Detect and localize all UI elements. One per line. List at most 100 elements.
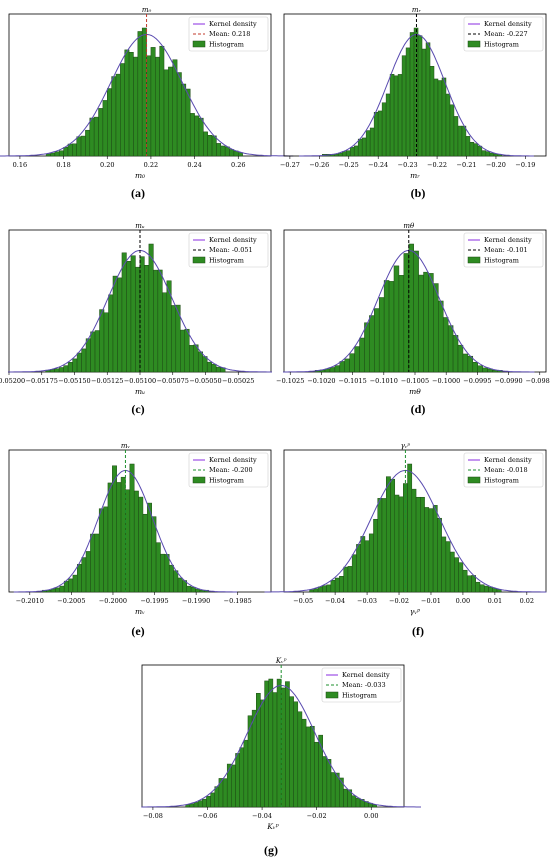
histogram-bar bbox=[102, 100, 108, 157]
histogram-bar bbox=[462, 353, 469, 373]
x-tick-label: 0.02 bbox=[520, 597, 534, 605]
histogram-bar bbox=[472, 361, 478, 373]
x-tick-label: −0.08 bbox=[143, 812, 163, 820]
histogram-bar bbox=[173, 570, 179, 593]
histogram-bar bbox=[477, 145, 483, 157]
legend-mean-label: Mean: -0.051 bbox=[209, 246, 253, 254]
histogram-bar bbox=[189, 345, 194, 373]
histogram-bar bbox=[469, 141, 475, 157]
panel-caption: (b) bbox=[410, 186, 426, 200]
histogram-bar bbox=[108, 294, 114, 373]
x-axis-label: mᵣ bbox=[410, 171, 420, 180]
histogram-bar bbox=[181, 83, 187, 157]
histogram-bar bbox=[94, 330, 100, 373]
legend-kde-label: Kernel density bbox=[209, 236, 257, 244]
histogram-bar bbox=[159, 45, 165, 157]
histogram-bar bbox=[349, 147, 355, 157]
legend-hist-swatch bbox=[467, 40, 481, 48]
histogram-bar bbox=[55, 587, 61, 593]
histogram-bar bbox=[120, 63, 125, 157]
histogram-bar bbox=[133, 56, 139, 157]
histogram-bar bbox=[438, 300, 444, 373]
panel-caption: (e) bbox=[131, 624, 145, 638]
histogram-bar bbox=[202, 798, 207, 808]
histogram-bar bbox=[473, 143, 479, 157]
x-tick-label: −0.2005 bbox=[57, 597, 85, 605]
chart-panel-e: mᵥ −0.2010 −0.2005 −0.2000 −0.1995 −0.1990 −0.… bbox=[5, 440, 275, 638]
histogram-bar bbox=[449, 551, 455, 593]
histogram-bar bbox=[202, 356, 208, 373]
histogram-bar bbox=[369, 127, 375, 157]
histogram-bar bbox=[313, 588, 319, 593]
histogram-bar bbox=[329, 367, 336, 373]
histogram-bar bbox=[356, 544, 361, 593]
histogram-bar bbox=[155, 542, 161, 593]
x-tick-label: −0.1985 bbox=[224, 597, 252, 605]
histogram-bar bbox=[403, 253, 410, 373]
x-tick-label: −0.2000 bbox=[99, 597, 127, 605]
histogram-bar bbox=[243, 739, 249, 808]
histogram-bar bbox=[128, 52, 134, 157]
x-tick-label: −0.05025 bbox=[222, 377, 254, 385]
legend-hist-label: Histogram bbox=[484, 257, 519, 265]
histogram-bar bbox=[373, 518, 378, 593]
histogram-bar bbox=[372, 804, 377, 808]
panel-caption: (g) bbox=[264, 843, 278, 857]
histogram-bar bbox=[417, 35, 423, 157]
histogram-bar bbox=[481, 150, 487, 157]
histogram-bar bbox=[374, 308, 380, 373]
x-tick-label: −0.22 bbox=[427, 161, 447, 169]
x-tick-label: −0.02 bbox=[307, 812, 327, 820]
histogram-bar bbox=[462, 569, 468, 593]
histogram-bar bbox=[251, 709, 257, 808]
histogram-bar bbox=[482, 367, 488, 373]
histogram-bar bbox=[215, 366, 221, 373]
histogram-bar bbox=[326, 759, 332, 808]
x-tick-label: −0.05050 bbox=[189, 377, 221, 385]
histogram-bar bbox=[138, 496, 144, 593]
histogram-bar bbox=[475, 581, 481, 593]
x-tick-label: −0.05075 bbox=[157, 377, 189, 385]
histogram-bar bbox=[81, 348, 87, 373]
histogram-bar bbox=[67, 143, 73, 157]
histogram-bar bbox=[383, 280, 390, 373]
histogram-bar bbox=[184, 328, 190, 373]
histogram-bar bbox=[437, 517, 442, 593]
x-tick-label: −0.04 bbox=[252, 812, 272, 820]
histogram-bar bbox=[129, 463, 135, 593]
histogram-bar bbox=[94, 533, 100, 593]
histogram-bar bbox=[115, 73, 121, 157]
histogram-bar bbox=[90, 331, 96, 373]
histogram-bar bbox=[378, 297, 385, 373]
histogram-chart: mᵣ −0.27 −0.26 −0.25 −0.24 −0.23 −0.22 −0.21 −0.… bbox=[280, 6, 547, 180]
legend-hist-label: Histogram bbox=[484, 41, 519, 49]
histogram-bar bbox=[343, 788, 348, 808]
x-tick-label: −0.23 bbox=[398, 161, 418, 169]
histogram-bar bbox=[54, 368, 60, 373]
histogram-bar bbox=[355, 797, 361, 808]
x-tick-label: −0.21 bbox=[457, 161, 477, 169]
histogram-bar bbox=[341, 151, 347, 157]
histogram-bar bbox=[365, 130, 371, 157]
legend-box bbox=[188, 16, 269, 52]
x-tick-label: −0.0985 bbox=[526, 377, 550, 385]
histogram-bar bbox=[477, 365, 483, 373]
histogram-bar bbox=[98, 508, 104, 593]
histogram-bar bbox=[454, 557, 459, 593]
histogram-bar bbox=[220, 145, 226, 157]
histogram-bar bbox=[441, 77, 447, 157]
histogram-bar bbox=[449, 104, 455, 157]
histogram-bar bbox=[418, 274, 424, 373]
histogram-bar bbox=[425, 42, 431, 157]
legend-hist-swatch bbox=[192, 256, 206, 264]
x-axis-label: Kᵥᵖ bbox=[266, 822, 278, 831]
legend-kde-label: Kernel density bbox=[209, 20, 257, 28]
x-tick-label: 0.24 bbox=[187, 161, 201, 169]
histogram-bar bbox=[103, 312, 109, 373]
legend-box bbox=[188, 232, 269, 268]
histogram-bar bbox=[408, 243, 414, 373]
histogram-bar bbox=[381, 498, 387, 593]
histogram-bar bbox=[429, 66, 435, 157]
histogram-bar bbox=[189, 113, 195, 157]
histogram-bar bbox=[171, 305, 177, 373]
